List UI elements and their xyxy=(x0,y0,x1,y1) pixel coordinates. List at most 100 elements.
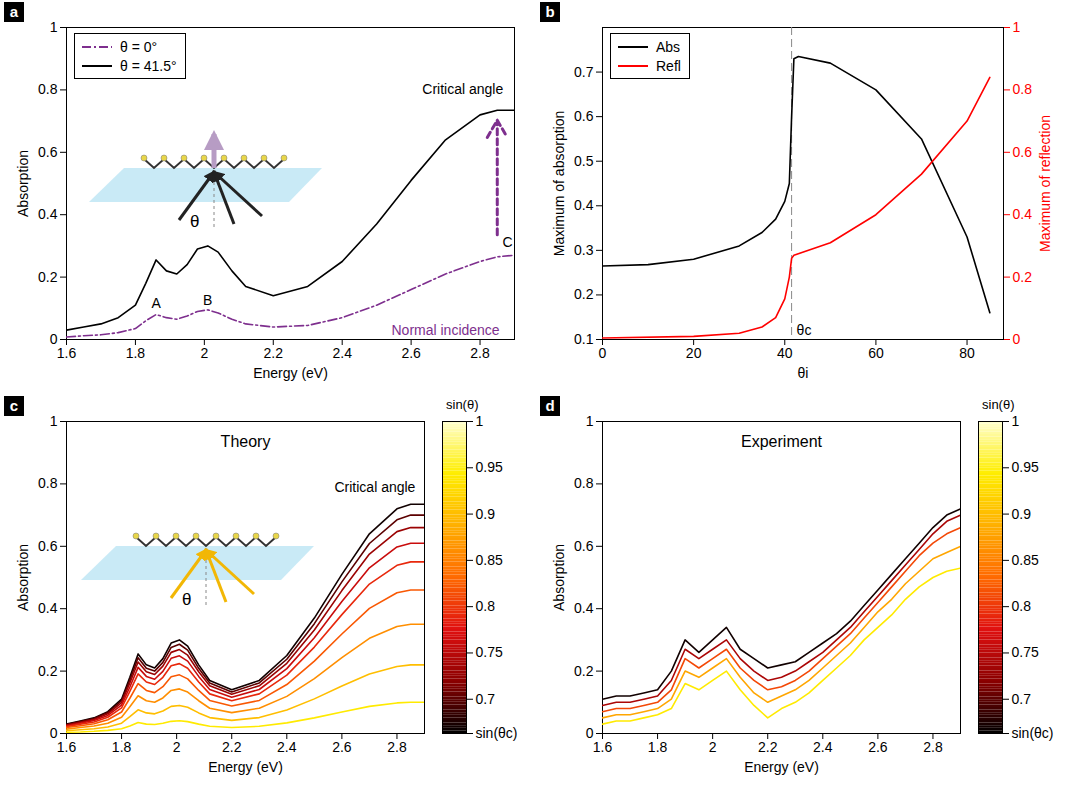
html-text:b: b xyxy=(545,3,555,20)
svg-text:0.7: 0.7 xyxy=(1012,691,1032,707)
svg-text:1: 1 xyxy=(50,19,58,35)
svg-text:0.4: 0.4 xyxy=(574,600,594,616)
svg-text:0.9: 0.9 xyxy=(476,506,496,522)
svg-text:1: 1 xyxy=(1013,19,1021,35)
svg-text:1.8: 1.8 xyxy=(126,345,146,361)
svg-text:0.1: 0.1 xyxy=(574,331,594,347)
svg-text:0.4: 0.4 xyxy=(574,197,594,213)
svg-text:1.6: 1.6 xyxy=(593,739,613,755)
svg-text:C: C xyxy=(503,234,513,250)
svg-text:Energy (eV): Energy (eV) xyxy=(208,759,283,775)
svg-text:0.2: 0.2 xyxy=(1013,269,1033,285)
html-text:sin(θ): sin(θ) xyxy=(982,397,1015,412)
html-text:θ = 0°: θ = 0° xyxy=(120,38,158,55)
svg-text:0.95: 0.95 xyxy=(1012,459,1039,475)
svg-text:0.6: 0.6 xyxy=(38,144,58,160)
svg-text:1: 1 xyxy=(476,413,484,429)
svg-text:Normal incidence: Normal incidence xyxy=(391,322,499,338)
html-text:sin(θ): sin(θ) xyxy=(446,397,479,412)
svg-text:2.8: 2.8 xyxy=(923,739,943,755)
svg-text:θi: θi xyxy=(798,365,809,381)
svg-text:0.8: 0.8 xyxy=(1013,81,1033,97)
svg-text:2.4: 2.4 xyxy=(332,345,352,361)
svg-text:Absorption: Absorption xyxy=(551,544,567,611)
svg-text:1.8: 1.8 xyxy=(112,739,132,755)
svg-text:0.75: 0.75 xyxy=(476,644,503,660)
svg-text:60: 60 xyxy=(868,345,884,361)
svg-text:0.6: 0.6 xyxy=(38,538,58,554)
html-text:θ = 41.5°: θ = 41.5° xyxy=(120,57,177,74)
svg-text:2.4: 2.4 xyxy=(813,739,833,755)
html-text:d: d xyxy=(545,397,555,414)
html-text:c: c xyxy=(9,397,19,414)
svg-text:0.6: 0.6 xyxy=(574,538,594,554)
svg-text:1: 1 xyxy=(586,413,594,429)
svg-text:0.8: 0.8 xyxy=(38,81,58,97)
svg-text:80: 80 xyxy=(959,345,975,361)
svg-text:0.7: 0.7 xyxy=(476,691,496,707)
svg-text:Theory: Theory xyxy=(221,433,271,450)
html-text:a: a xyxy=(9,3,19,20)
svg-text:Critical angle: Critical angle xyxy=(334,479,415,495)
svg-text:θ: θ xyxy=(182,590,191,608)
svg-text:Absorption: Absorption xyxy=(15,544,31,611)
svg-text:sin(θc): sin(θc) xyxy=(1012,725,1054,741)
svg-text:sin(θc): sin(θc) xyxy=(476,725,518,741)
svg-text:0.85: 0.85 xyxy=(1012,552,1039,568)
svg-text:0.8: 0.8 xyxy=(38,475,58,491)
svg-text:A: A xyxy=(151,295,161,311)
svg-text:Critical angle: Critical angle xyxy=(422,81,503,97)
svg-text:0.6: 0.6 xyxy=(574,108,594,124)
svg-text:2.6: 2.6 xyxy=(868,739,888,755)
svg-text:0.7: 0.7 xyxy=(574,64,594,80)
svg-text:2.8: 2.8 xyxy=(470,345,490,361)
svg-text:Energy (eV): Energy (eV) xyxy=(744,759,819,775)
svg-text:1: 1 xyxy=(50,413,58,429)
svg-text:0: 0 xyxy=(1013,331,1021,347)
svg-text:0.4: 0.4 xyxy=(1013,206,1033,222)
svg-text:θc: θc xyxy=(797,322,812,338)
svg-text:1.6: 1.6 xyxy=(57,345,77,361)
svg-text:0.8: 0.8 xyxy=(476,598,496,614)
svg-text:0.4: 0.4 xyxy=(38,600,58,616)
svg-text:2.4: 2.4 xyxy=(277,739,297,755)
svg-text:2: 2 xyxy=(173,739,181,755)
svg-text:Maximum of reflection: Maximum of reflection xyxy=(1037,115,1053,252)
html-text:Refl: Refl xyxy=(656,57,681,74)
html-text:Abs: Abs xyxy=(656,38,681,55)
svg-text:2: 2 xyxy=(709,739,717,755)
svg-text:2.6: 2.6 xyxy=(401,345,421,361)
svg-text:B: B xyxy=(203,292,212,308)
svg-text:Experiment: Experiment xyxy=(741,433,822,450)
svg-text:0.3: 0.3 xyxy=(574,242,594,258)
svg-text:2.2: 2.2 xyxy=(264,345,284,361)
svg-text:0.75: 0.75 xyxy=(1012,644,1039,660)
svg-text:0.8: 0.8 xyxy=(574,475,594,491)
svg-text:2.2: 2.2 xyxy=(758,739,778,755)
svg-text:2.6: 2.6 xyxy=(332,739,352,755)
svg-text:0.6: 0.6 xyxy=(1013,144,1033,160)
svg-text:θ: θ xyxy=(190,212,199,230)
svg-text:1.6: 1.6 xyxy=(57,739,77,755)
svg-text:0.4: 0.4 xyxy=(38,206,58,222)
svg-text:0.2: 0.2 xyxy=(38,269,58,285)
svg-text:2.8: 2.8 xyxy=(387,739,407,755)
svg-text:Absorption: Absorption xyxy=(15,150,31,217)
svg-text:0.2: 0.2 xyxy=(574,663,594,679)
svg-text:1: 1 xyxy=(1012,413,1020,429)
svg-text:2: 2 xyxy=(200,345,208,361)
svg-text:0.8: 0.8 xyxy=(1012,598,1032,614)
svg-text:0.2: 0.2 xyxy=(38,663,58,679)
svg-text:0.95: 0.95 xyxy=(476,459,503,475)
svg-text:0.85: 0.85 xyxy=(476,552,503,568)
svg-text:1.8: 1.8 xyxy=(648,739,668,755)
svg-text:20: 20 xyxy=(686,345,702,361)
svg-text:2.2: 2.2 xyxy=(222,739,242,755)
svg-text:0.9: 0.9 xyxy=(1012,506,1032,522)
svg-text:40: 40 xyxy=(777,345,793,361)
svg-text:Energy (eV): Energy (eV) xyxy=(253,365,328,381)
svg-text:0.2: 0.2 xyxy=(574,286,594,302)
svg-text:0.5: 0.5 xyxy=(574,153,594,169)
svg-text:0: 0 xyxy=(599,345,607,361)
svg-text:Maximum of absorption: Maximum of absorption xyxy=(551,111,567,257)
